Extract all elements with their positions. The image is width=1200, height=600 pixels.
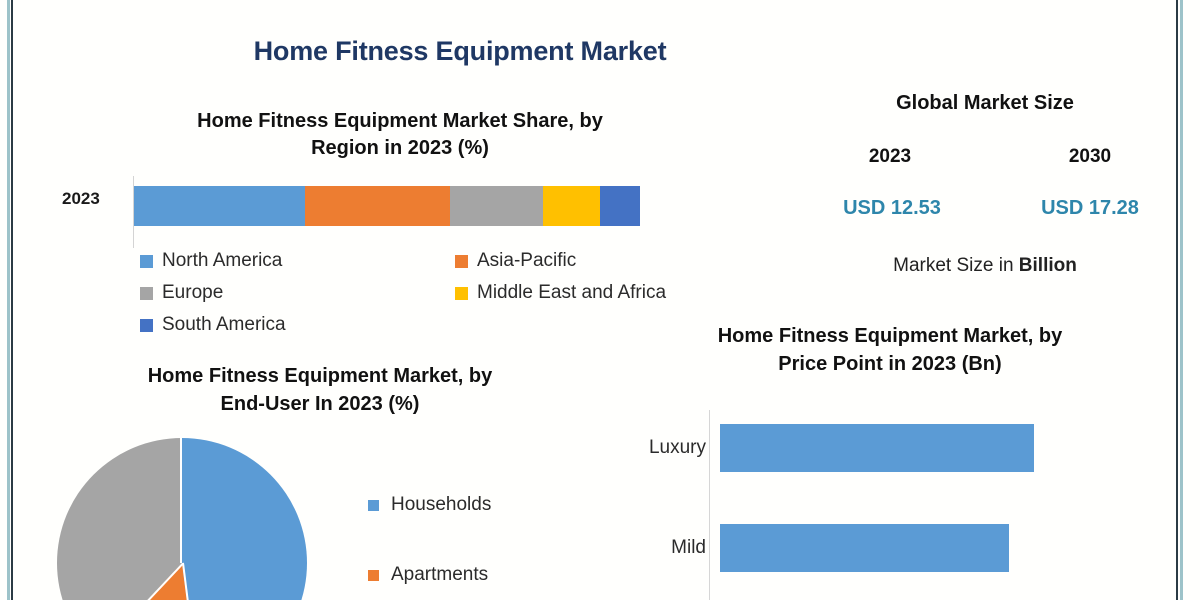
region-legend-label: North America — [162, 250, 283, 271]
region-share-category-label: 2023 — [62, 189, 100, 208]
price-point-bar-row: Luxury — [610, 424, 1035, 472]
price-point-bar-label: Luxury — [648, 437, 706, 458]
price-point-bar — [720, 424, 1035, 472]
frame-glow-left — [7, 0, 10, 600]
frame-border-right — [1176, 0, 1178, 600]
region-share-legend: North America Asia-Pacific Europe Middle Ea… — [140, 245, 700, 341]
region-legend-item[interactable]: Europe — [140, 282, 455, 304]
global-market-size-footnote-unit: Billion — [1018, 255, 1077, 276]
end-user-legend-item[interactable]: Apartments — [368, 540, 588, 600]
global-market-size-value-2030: USD 17.28 — [1041, 197, 1139, 219]
price-point-axis-line — [709, 410, 710, 600]
price-point-title: Home Fitness Equipment Market, by Price … — [650, 322, 1130, 378]
region-legend-row: South America — [140, 309, 700, 341]
region-legend-item[interactable]: South America — [140, 314, 455, 336]
global-market-size-title: Global Market Size — [896, 92, 1074, 114]
frame-border-left — [11, 0, 13, 600]
region-share-title-line2: Region in 2023 (%) — [311, 137, 489, 159]
region-share-segment — [600, 186, 640, 226]
region-legend-row: North America Asia-Pacific — [140, 245, 700, 277]
region-share-segment — [542, 186, 600, 226]
global-market-size-year-2030: 2030 — [1068, 146, 1112, 167]
end-user-legend: HouseholdsApartmentsOffices — [368, 470, 588, 600]
global-market-size-year-2023: 2023 — [868, 146, 912, 167]
region-legend-label: Asia-Pacific — [477, 250, 577, 271]
end-user-pie-wrap — [57, 438, 307, 600]
end-user-legend-item[interactable]: Households — [368, 470, 588, 540]
price-point-bar-row: Mild — [610, 524, 1009, 572]
legend-swatch-icon — [368, 569, 379, 581]
region-legend-item[interactable]: Asia-Pacific — [455, 250, 700, 272]
region-share-stacked-bar — [134, 186, 640, 226]
price-point-title-line2: Price Point in 2023 (Bn) — [778, 353, 1002, 375]
region-legend-label: Middle East and Africa — [477, 282, 667, 303]
end-user-title-line2: End-User In 2023 (%) — [220, 393, 420, 415]
legend-swatch-icon — [455, 286, 468, 300]
region-share-segment — [134, 186, 305, 226]
region-share-axis-line — [133, 176, 134, 248]
region-legend-label: Europe — [162, 282, 224, 303]
legend-swatch-icon — [368, 499, 379, 511]
pie-slice-divider — [180, 438, 182, 563]
region-share-title: Home Fitness Equipment Market Share, by … — [105, 108, 695, 162]
end-user-legend-label: Households — [391, 494, 492, 515]
legend-swatch-icon — [140, 318, 153, 332]
region-legend-row: Europe Middle East and Africa — [140, 277, 700, 309]
global-market-size-value-2023: USD 12.53 — [843, 197, 941, 219]
legend-swatch-icon — [140, 254, 153, 268]
global-market-size-footnote-prefix: Market Size in — [893, 255, 1019, 276]
legend-swatch-icon — [455, 254, 468, 268]
end-user-title-line1: Home Fitness Equipment Market, by — [147, 365, 493, 387]
end-user-title: Home Fitness Equipment Market, by End-Us… — [60, 362, 580, 418]
price-point-bar — [720, 524, 1009, 572]
price-point-title-line1: Home Fitness Equipment Market, by — [717, 325, 1063, 347]
end-user-legend-label: Apartments — [391, 564, 489, 585]
frame-glow-right — [1180, 0, 1183, 600]
end-user-pie-chart — [57, 438, 307, 600]
region-share-segment — [449, 186, 543, 226]
page-title: Home Fitness Equipment Market — [253, 36, 667, 66]
region-share-segment — [304, 186, 450, 226]
global-market-size-footnote: Market Size in Billion — [800, 255, 1170, 277]
legend-swatch-icon — [140, 286, 153, 300]
region-legend-item[interactable]: North America — [140, 250, 455, 272]
region-legend-item[interactable]: Middle East and Africa — [455, 282, 700, 304]
price-point-bar-label: Mild — [671, 537, 706, 558]
region-legend-label: South America — [162, 314, 286, 335]
region-share-title-line1: Home Fitness Equipment Market Share, by — [197, 110, 603, 132]
